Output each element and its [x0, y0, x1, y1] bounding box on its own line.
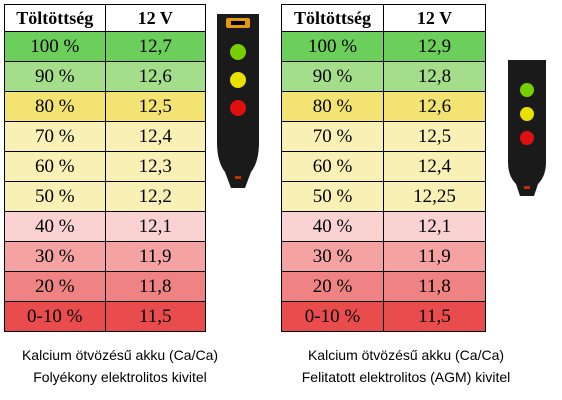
- voltage-cell: 12,8: [383, 61, 486, 92]
- charge-table-agm: Töltöttség 12 V 100 % 12,9 90 % 12,8 80 % 1…: [281, 4, 486, 332]
- led-red-icon: [520, 131, 534, 145]
- header-charge-level: Töltöttség: [281, 4, 384, 32]
- header-charge-level: Töltöttség: [4, 4, 106, 32]
- table-row: 20 % 11,8: [281, 271, 486, 302]
- charge-percent-cell: 40 %: [281, 211, 384, 242]
- charge-percent-cell: 100 %: [281, 31, 384, 62]
- table-row: 70 % 12,4: [4, 121, 206, 152]
- voltage-cell: 12,4: [104, 121, 206, 152]
- voltage-cell: 12,6: [383, 91, 486, 122]
- table-header-row: Töltöttség 12 V: [281, 4, 486, 32]
- tester-tip: [524, 186, 530, 189]
- voltage-cell: 11,9: [383, 241, 486, 272]
- caption-liquid: Kalcium ötvözésű akku (Ca/Ca) Folyékony …: [0, 344, 240, 388]
- caption-line-1: Kalcium ötvözésű akku (Ca/Ca): [307, 347, 505, 363]
- table-row: 0-10 % 11,5: [281, 301, 486, 332]
- table-row: 60 % 12,3: [4, 151, 206, 182]
- table-row: 50 % 12,25: [281, 181, 486, 212]
- tester-tip: [235, 176, 241, 179]
- table-row: 90 % 12,6: [4, 61, 206, 92]
- led-yellow-icon: [520, 107, 534, 121]
- charge-percent-cell: 20 %: [4, 271, 106, 302]
- charge-percent-cell: 0-10 %: [281, 301, 384, 332]
- charge-percent-cell: 100 %: [4, 31, 106, 62]
- table-row: 30 % 11,9: [281, 241, 486, 272]
- charge-percent-cell: 30 %: [281, 241, 384, 272]
- voltage-cell: 12,2: [104, 181, 206, 212]
- caption-line-2: Felitatott elektrolitos (AGM) kivitel: [301, 369, 511, 385]
- table-row: 70 % 12,5: [281, 121, 486, 152]
- caption-line-1: Kalcium ötvözésű akku (Ca/Ca): [21, 347, 219, 363]
- battery-tester-icon: [217, 14, 259, 188]
- table-row: 80 % 12,5: [4, 91, 206, 122]
- charge-percent-cell: 80 %: [281, 91, 384, 122]
- table-row: 50 % 12,2: [4, 181, 206, 212]
- header-voltage: 12 V: [104, 4, 206, 32]
- table-header-row: Töltöttség 12 V: [4, 4, 206, 32]
- table-row: 60 % 12,4: [281, 151, 486, 182]
- voltage-cell: 12,3: [104, 151, 206, 182]
- table-row: 80 % 12,6: [281, 91, 486, 122]
- voltage-cell: 12,4: [383, 151, 486, 182]
- charge-percent-cell: 50 %: [4, 181, 106, 212]
- table-row: 90 % 12,8: [281, 61, 486, 92]
- battery-tester-icon: [508, 60, 546, 196]
- table-row: 20 % 11,8: [4, 271, 206, 302]
- charge-percent-cell: 60 %: [4, 151, 106, 182]
- led-green-icon: [520, 83, 534, 97]
- table-row: 40 % 12,1: [281, 211, 486, 242]
- table-row: 0-10 % 11,5: [4, 301, 206, 332]
- table-row: 30 % 11,9: [4, 241, 206, 272]
- charge-percent-cell: 70 %: [4, 121, 106, 152]
- voltage-cell: 12,5: [383, 121, 486, 152]
- voltage-cell: 11,5: [104, 301, 206, 332]
- charge-percent-cell: 50 %: [281, 181, 384, 212]
- tester-cap-slot: [231, 21, 245, 25]
- table-row: 100 % 12,7: [4, 31, 206, 62]
- led-green-icon: [230, 44, 246, 60]
- table-row: 40 % 12,1: [4, 211, 206, 242]
- charge-percent-cell: 90 %: [281, 61, 384, 92]
- led-yellow-icon: [230, 72, 246, 88]
- charge-table-liquid: Töltöttség 12 V 100 % 12,7 90 % 12,6 80 % 1…: [4, 4, 206, 332]
- charge-percent-cell: 70 %: [281, 121, 384, 152]
- led-red-icon: [230, 100, 246, 116]
- voltage-cell: 11,9: [104, 241, 206, 272]
- voltage-cell: 12,1: [383, 211, 486, 242]
- table-row: 100 % 12,9: [281, 31, 486, 62]
- caption-line-2: Folyékony elektrolitos kivitel: [33, 369, 207, 385]
- voltage-cell: 12,6: [104, 61, 206, 92]
- voltage-cell: 11,8: [104, 271, 206, 302]
- caption-agm: Kalcium ötvözésű akku (Ca/Ca) Felitatott…: [281, 344, 531, 388]
- charge-percent-cell: 30 %: [4, 241, 106, 272]
- tester-body: [508, 60, 546, 196]
- charge-percent-cell: 0-10 %: [4, 301, 106, 332]
- voltage-cell: 12,9: [383, 31, 486, 62]
- charge-percent-cell: 40 %: [4, 211, 106, 242]
- charge-percent-cell: 90 %: [4, 61, 106, 92]
- voltage-cell: 12,25: [383, 181, 486, 212]
- charge-percent-cell: 80 %: [4, 91, 106, 122]
- voltage-cell: 12,7: [104, 31, 206, 62]
- voltage-cell: 11,8: [383, 271, 486, 302]
- charge-percent-cell: 20 %: [281, 271, 384, 302]
- voltage-cell: 12,5: [104, 91, 206, 122]
- charge-percent-cell: 60 %: [281, 151, 384, 182]
- voltage-cell: 11,5: [383, 301, 486, 332]
- voltage-cell: 12,1: [104, 211, 206, 242]
- header-voltage: 12 V: [383, 4, 486, 32]
